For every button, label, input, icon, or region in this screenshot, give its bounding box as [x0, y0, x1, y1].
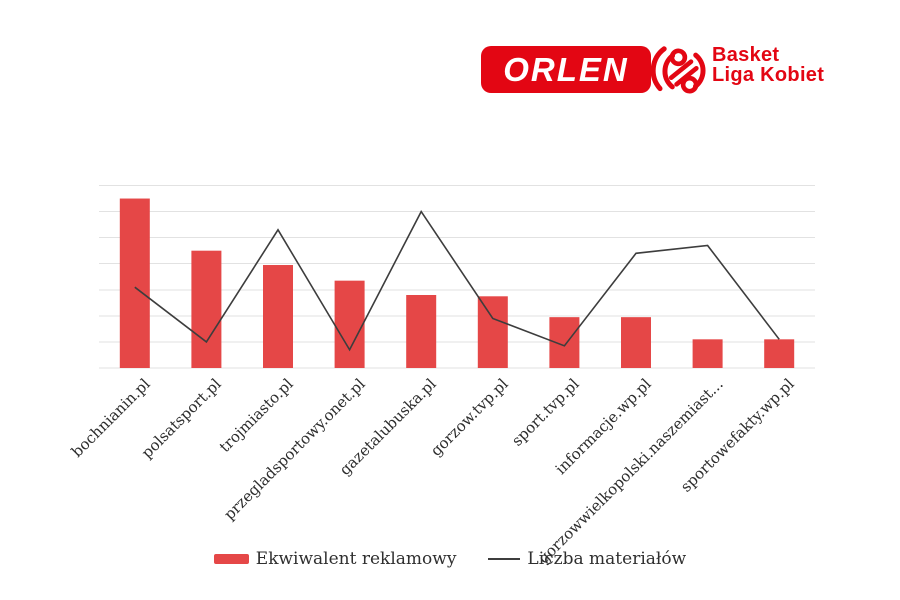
- legend-label-material-count: Liczba materiałów: [527, 549, 687, 569]
- legend-item-ad-equivalent: Ekwiwalent reklamowy: [213, 549, 457, 569]
- bar-bochnianin.pl: [119, 198, 150, 368]
- bar-gazetalubuska.pl: [406, 295, 437, 368]
- orlen-wordmark: ORLEN: [503, 51, 629, 88]
- chart-legend: Ekwiwalent reklamowy Liczba materiałów: [0, 549, 900, 569]
- bar-gorzowwielkopolski.naszemiast...: [692, 339, 723, 368]
- bar-sportowefakty.wp.pl: [764, 339, 795, 368]
- bar-informacje.wp.pl: [621, 317, 651, 368]
- orlen-logo-box: ORLEN: [481, 46, 651, 93]
- basketball-swirls: [650, 46, 706, 94]
- materials-line: [134, 210, 780, 352]
- brand-text: Basket Liga Kobiet: [712, 44, 825, 86]
- bar-trojmiasto.pl: [263, 265, 293, 368]
- brand-line2: Liga Kobiet: [712, 63, 825, 86]
- bar-polsatsport.pl: [191, 250, 222, 368]
- line-series-swatch: [488, 558, 521, 560]
- legend-item-material-count: Liczba materiałów: [488, 549, 686, 569]
- bar-przegladsportowy.onet.pl: [334, 280, 365, 368]
- bar-gorzow.tvp.pl: [477, 296, 508, 368]
- brand-line1: Basket: [712, 44, 780, 66]
- bar-series-swatch: [213, 554, 249, 564]
- basketball-icon: [650, 42, 711, 100]
- legend-label-ad-equivalent: Ekwiwalent reklamowy: [255, 549, 457, 569]
- combo-chart: [99, 185, 815, 369]
